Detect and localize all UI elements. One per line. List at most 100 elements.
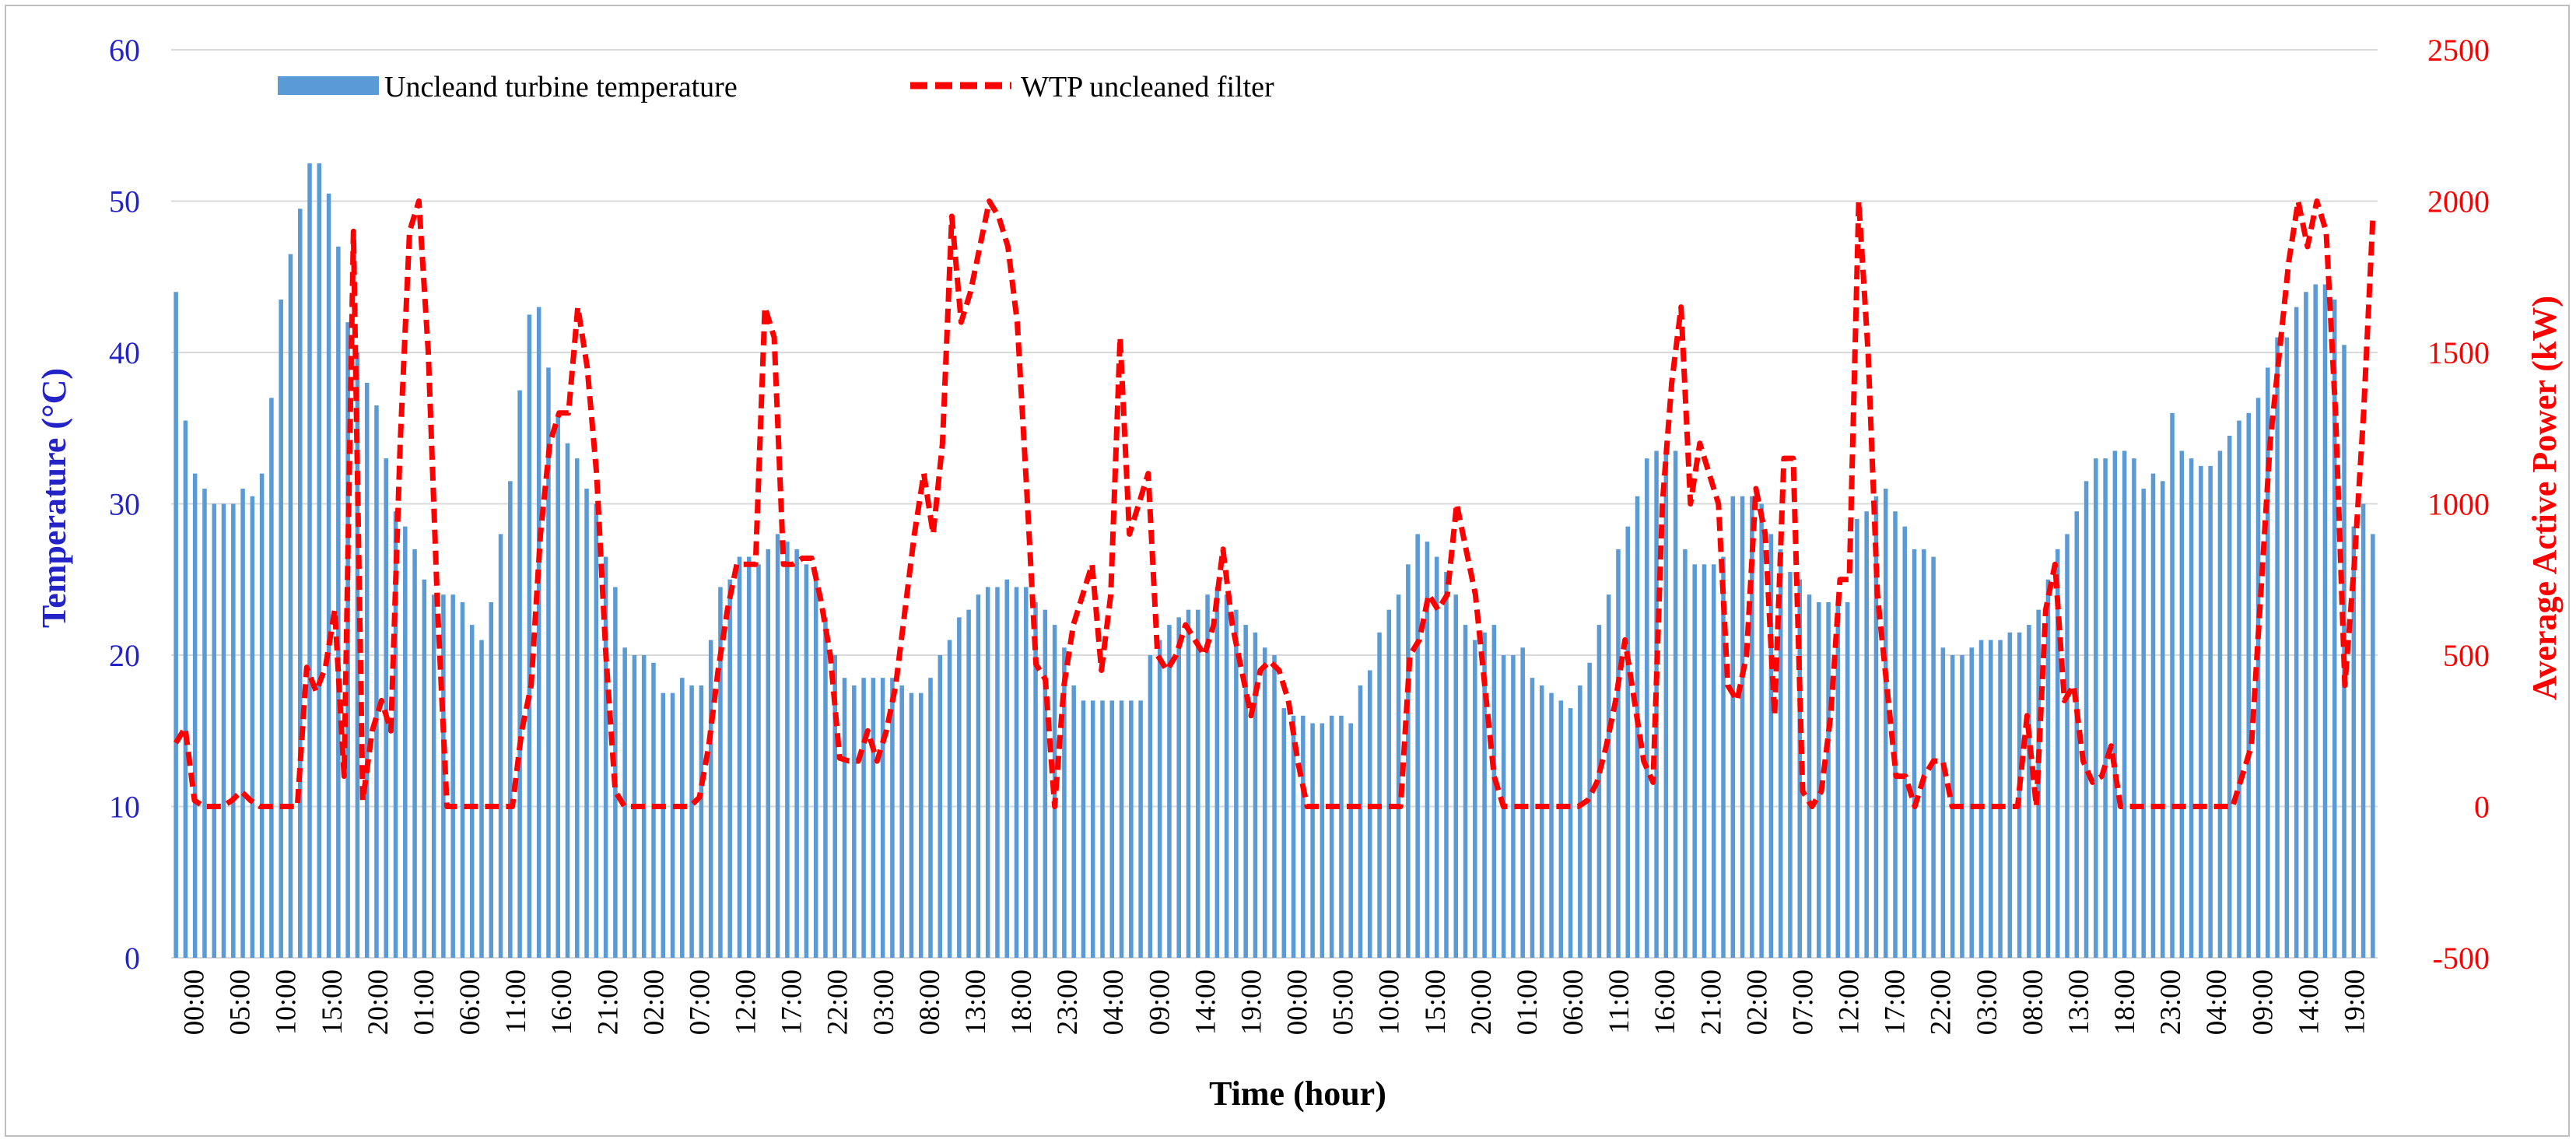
- x-tick-label: 06:00: [454, 969, 486, 1035]
- x-tick-label: 15:00: [317, 969, 349, 1035]
- right-tick-label: 1000: [2427, 487, 2490, 522]
- temperature-bar: [1234, 609, 1239, 958]
- temperature-bar: [536, 307, 541, 958]
- temperature-bar: [2371, 534, 2375, 958]
- left-axis-title: Temperature (°C): [35, 368, 73, 628]
- temperature-bar: [756, 564, 761, 958]
- right-axis-title: Average Active Power (kW): [2525, 296, 2564, 700]
- temperature-bar: [699, 685, 704, 958]
- temperature-bar: [1491, 625, 1497, 958]
- temperature-bar: [1176, 617, 1181, 958]
- temperature-bar: [412, 549, 417, 958]
- temperature-bar: [1750, 496, 1754, 958]
- temperature-bar: [1873, 496, 1879, 958]
- x-tick-label: 05:00: [1328, 969, 1360, 1035]
- temperature-bar: [374, 405, 379, 958]
- x-tick-label: 05:00: [225, 969, 257, 1035]
- temperature-bar: [1368, 670, 1372, 958]
- temperature-bar: [2094, 458, 2098, 958]
- temperature-bar: [661, 692, 666, 958]
- temperature-bar: [1148, 655, 1153, 958]
- temperature-bar: [2103, 458, 2108, 958]
- temperature-bar: [1301, 715, 1306, 958]
- temperature-bar: [2189, 458, 2194, 958]
- temperature-bar: [766, 549, 771, 958]
- legend: Uncleand turbine temperature WTP unclean…: [278, 71, 1274, 103]
- x-tick-label: 16:00: [1649, 969, 1681, 1035]
- temperature-bar: [517, 390, 522, 958]
- temperature-bar: [508, 481, 513, 958]
- temperature-bar: [775, 534, 780, 958]
- left-tick-label: 30: [109, 487, 140, 522]
- power-line: [173, 198, 2376, 809]
- temperature-bar: [2074, 511, 2080, 958]
- temperature-bar: [727, 579, 732, 958]
- temperature-bar: [1596, 625, 1602, 958]
- temperature-bar: [1377, 632, 1382, 958]
- temperature-bar: [1081, 700, 1086, 958]
- temperature-bar: [1253, 632, 1258, 958]
- temperature-bars: [173, 163, 2375, 959]
- temperature-bar: [899, 685, 904, 958]
- temperature-bar: [1663, 451, 1669, 958]
- x-tick-label: 01:00: [408, 969, 440, 1035]
- temperature-bar: [1071, 685, 1076, 958]
- x-tick-label: 23:00: [1052, 969, 1084, 1035]
- x-tick-label: 08:00: [914, 969, 946, 1035]
- legend-line-label: WTP uncleaned filter: [1021, 71, 1274, 103]
- temperature-bar: [441, 594, 446, 958]
- temperature-bar: [2007, 632, 2013, 958]
- temperature-bar: [1043, 609, 1048, 958]
- temperature-bar: [2294, 307, 2299, 958]
- x-tick-label: 13:00: [2063, 969, 2095, 1035]
- temperature-bar: [2266, 367, 2270, 958]
- temperature-bar: [871, 678, 876, 958]
- left-tick-label: 60: [109, 33, 140, 68]
- temperature-bar: [1272, 655, 1277, 958]
- temperature-bar: [288, 254, 293, 958]
- temperature-bar: [1922, 549, 1926, 958]
- temperature-bar: [1893, 511, 1898, 958]
- x-tick-label: 10:00: [271, 969, 303, 1035]
- temperature-bar: [173, 292, 178, 958]
- x-tick-label: 14:00: [2293, 969, 2325, 1035]
- right-tick-label: -500: [2433, 941, 2490, 976]
- temperature-bar: [2084, 481, 2089, 958]
- temperature-bar: [1425, 542, 1430, 958]
- x-tick-label: 16:00: [546, 969, 578, 1035]
- temperature-bar: [1673, 451, 1678, 958]
- left-tick-label: 10: [109, 790, 140, 825]
- temperature-bar: [1262, 647, 1267, 958]
- x-tick-label: 06:00: [1558, 969, 1589, 1035]
- x-axis-title: Time (hour): [1209, 1075, 1386, 1113]
- left-tick-label: 50: [109, 184, 140, 219]
- temperature-bar: [431, 594, 436, 958]
- temperature-bar: [2199, 465, 2203, 958]
- x-tick-label: 14:00: [1190, 969, 1221, 1035]
- temperature-bar: [393, 511, 398, 958]
- temperature-bar: [842, 678, 847, 958]
- temperature-bar: [317, 163, 322, 958]
- temperature-bar: [2150, 473, 2156, 958]
- temperature-bar: [613, 587, 618, 958]
- x-tick-label: 12:00: [1834, 969, 1866, 1035]
- temperature-bar: [1024, 587, 1029, 958]
- temperature-bar: [259, 473, 265, 958]
- temperature-bar: [192, 473, 198, 958]
- x-tick-label: 20:00: [1466, 969, 1498, 1035]
- temperature-bar: [708, 640, 713, 958]
- x-tick-label: 10:00: [1374, 969, 1406, 1035]
- temperature-bar: [1396, 594, 1401, 958]
- temperature-bar: [1835, 601, 1841, 958]
- temperature-bar: [594, 503, 599, 958]
- temperature-bar: [1759, 503, 1764, 958]
- temperature-bar: [861, 678, 866, 958]
- temperature-bar: [556, 412, 560, 958]
- temperature-bar: [269, 398, 274, 959]
- temperature-bar: [1826, 601, 1831, 958]
- temperature-bar: [1568, 708, 1573, 958]
- temperature-bar: [1520, 647, 1525, 958]
- temperature-bar: [364, 382, 370, 958]
- temperature-bar: [852, 685, 857, 958]
- x-tick-label: 02:00: [1741, 969, 1773, 1035]
